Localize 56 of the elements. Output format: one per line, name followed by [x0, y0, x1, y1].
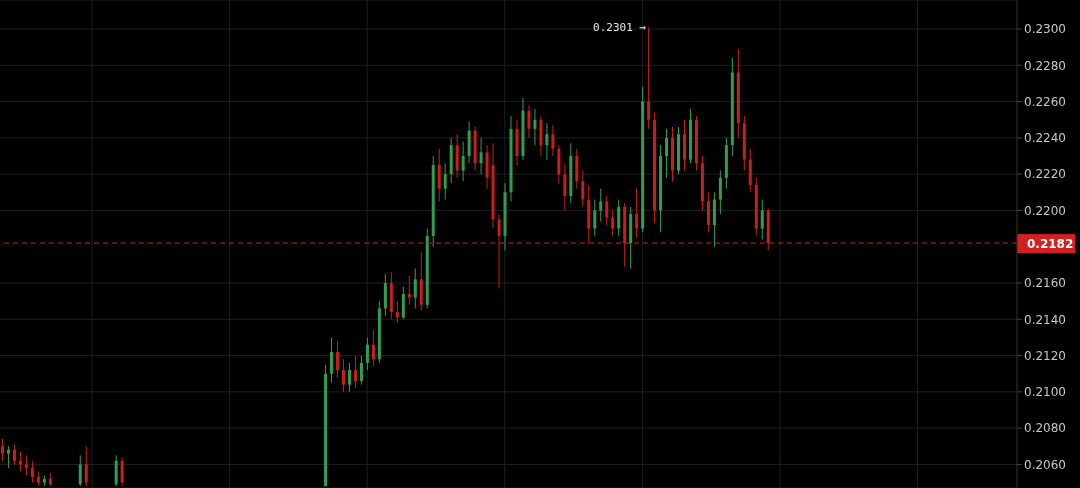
candlestick: [330, 336, 334, 384]
candlestick: [527, 104, 531, 139]
y-tick-label: 0.2260: [1024, 94, 1066, 109]
candlestick: [30, 460, 34, 484]
y-tick-label: 0.2240: [1024, 131, 1066, 146]
candlestick: [533, 108, 537, 146]
candlestick: [336, 340, 340, 378]
y-tick-label: 0.2220: [1024, 167, 1066, 182]
y-tick-label: 0.2200: [1024, 203, 1066, 218]
y-tick-label: 0.2160: [1024, 276, 1066, 291]
candlestick: [581, 170, 585, 208]
candlestick: [635, 188, 639, 239]
y-tick-label: 0.2060: [1024, 457, 1066, 472]
candlestick: [479, 137, 483, 175]
y-tick-label: 0.2080: [1024, 421, 1066, 436]
y-tick-label: 0.2140: [1024, 312, 1066, 327]
y-tick-label: 0.2120: [1024, 348, 1066, 363]
y-tick-label: 0.2100: [1024, 385, 1066, 400]
y-tick-label: 0.2300: [1024, 22, 1066, 37]
candlestick: [347, 362, 351, 393]
candlestick: [760, 199, 764, 240]
candlestick: [365, 336, 369, 371]
candlestick: [706, 191, 710, 233]
candlestick: [545, 122, 549, 161]
candlestick: [1, 438, 4, 462]
candlestick: [551, 124, 555, 157]
candlestick: [78, 454, 82, 487]
candlestick: [120, 456, 124, 487]
candlestick: [395, 300, 399, 324]
candlestick: [413, 267, 417, 309]
candlestick: [341, 358, 345, 393]
candlestick: [647, 26, 651, 130]
ref-line-label: 0.2182: [1027, 237, 1074, 252]
candlestick: [371, 329, 375, 367]
candlestick: [593, 199, 597, 237]
candlestick: [718, 170, 722, 215]
candlestick: [605, 195, 609, 226]
candlestick: [12, 443, 16, 465]
candlestick: [353, 355, 357, 389]
candlestick: [114, 454, 118, 487]
candlestick: [599, 188, 603, 222]
candlestick: [401, 286, 405, 320]
candlestick: [617, 199, 621, 237]
candlestick: [359, 355, 363, 386]
y-tick-label: 0.2280: [1024, 58, 1066, 73]
candlestick: [611, 209, 615, 237]
candlestick: [407, 275, 411, 306]
candlestick: [665, 128, 669, 179]
candlestick: [563, 162, 567, 211]
candlestick: [437, 148, 441, 202]
candlestick: [6, 445, 10, 469]
annotation: 0.2301 →: [593, 21, 647, 35]
candlestick: [443, 162, 447, 201]
candlestick: [461, 141, 465, 182]
candlestick: [24, 454, 28, 476]
candlestick: [84, 445, 88, 487]
